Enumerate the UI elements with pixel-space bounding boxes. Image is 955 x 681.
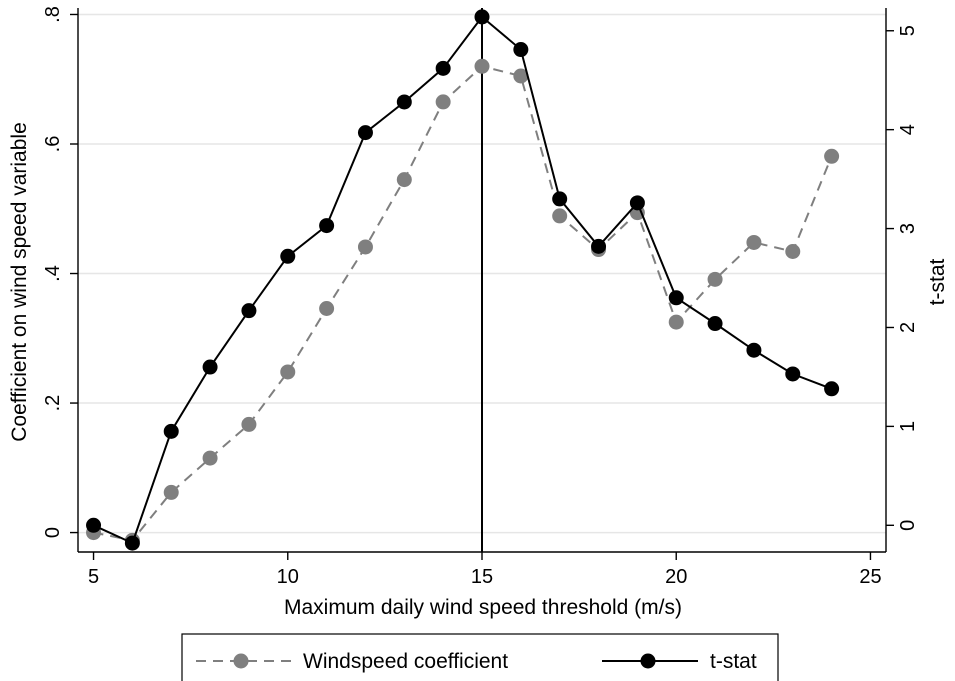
data-point-tstat [474,9,490,25]
data-point-windspeed [435,94,451,110]
data-point-tstat [552,191,568,207]
legend-key-marker-windspeed [233,653,249,669]
data-point-tstat [435,60,451,76]
data-point-windspeed [474,58,490,74]
legend-key-marker-tstat [640,653,656,669]
x-tick-label: 15 [471,566,493,588]
y-left-tick-label: 0 [42,527,64,538]
data-point-tstat [668,290,684,306]
data-point-tstat [513,42,529,58]
legend: Windspeed coefficient t-stat [181,633,779,681]
data-point-tstat [124,535,140,551]
y-axis-right-label: t-stat [926,259,949,306]
x-axis-label: Maximum daily wind speed threshold (m/s) [284,596,682,619]
data-point-windspeed [396,172,412,188]
y-left-tick-label: .2 [42,395,64,412]
y-left-tick-label: .4 [42,265,64,282]
y-right-tick-label: 5 [897,25,919,36]
y-right-tick-label: 0 [897,520,919,531]
y-right-tick-label: 3 [897,223,919,234]
data-point-tstat [629,195,645,211]
x-tick-label: 5 [88,566,99,588]
data-point-tstat [396,94,412,110]
data-point-windspeed [202,450,218,466]
data-point-windspeed [319,300,335,316]
y-left-tick-label: .6 [42,136,64,153]
legend-label-tstat: t-stat [710,650,757,673]
x-tick-label: 20 [665,566,687,588]
data-point-tstat [785,366,801,382]
data-point-tstat [707,316,723,332]
y-right-tick-label: 1 [897,421,919,432]
y-axis-left-label: Coefficient on wind speed variable [8,122,31,441]
data-point-windspeed [824,148,840,164]
x-tick-label: 10 [277,566,299,588]
x-tick-label: 25 [859,566,881,588]
data-point-windspeed [280,364,296,380]
y-right-tick-label: 2 [897,322,919,333]
data-point-tstat [824,381,840,397]
axes-group: 5 10 15 20 25 0 .2 .4 .6 .8 0 1 2 3 4 5 [42,6,919,588]
legend-box [181,633,779,681]
data-point-windspeed [552,208,568,224]
data-point-tstat [241,303,257,319]
data-point-windspeed [785,244,801,260]
data-point-tstat [202,359,218,375]
legend-label-windspeed: Windspeed coefficient [303,650,508,673]
data-point-windspeed [513,68,529,84]
data-point-windspeed [707,271,723,287]
data-point-windspeed [357,239,373,255]
series-line-tstat [93,15,832,545]
data-point-windspeed [668,314,684,330]
series-line-windspeed [93,65,833,542]
data-point-tstat [319,218,335,234]
data-point-tstat [86,517,102,533]
data-point-tstat [280,248,296,264]
data-point-windspeed [746,234,762,250]
data-point-tstat [163,423,179,439]
data-point-tstat [357,125,373,141]
y-right-tick-label: 4 [897,124,919,135]
y-left-tick-label: .8 [42,6,64,23]
data-point-windspeed [241,416,257,432]
data-point-tstat [746,342,762,358]
data-point-tstat [591,238,607,254]
data-point-windspeed [163,484,179,500]
series-group [86,9,840,551]
